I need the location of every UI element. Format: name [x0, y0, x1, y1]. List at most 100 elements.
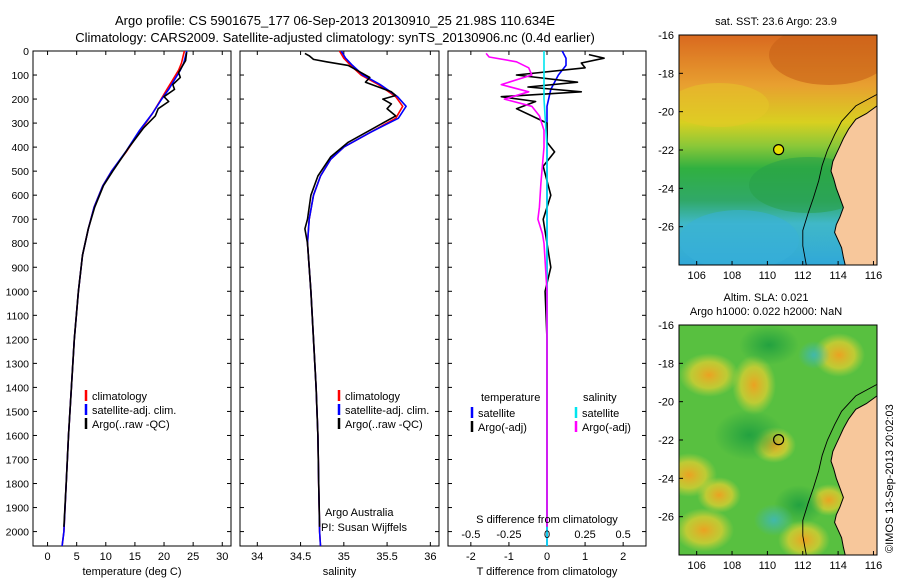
argo-position-marker: [773, 144, 785, 156]
top-x-tick-label: -0.5: [461, 529, 480, 541]
depth-tick-label: 100: [11, 70, 29, 82]
series-group: [304, 51, 407, 546]
x-tick-label: 10: [100, 551, 112, 563]
legend-label: satellite-adj. clim.: [345, 405, 429, 417]
top-axis-label: S difference from climatology: [476, 514, 618, 526]
map-y-tick-label: -20: [658, 107, 674, 119]
sla-anomaly-blob: [813, 333, 865, 377]
map-y-tick-label: -18: [658, 68, 674, 80]
x-axis-label: temperature (deg C): [82, 566, 181, 578]
map-y-tick-label: -22: [658, 435, 674, 447]
legend-label: satellite-adj. clim.: [92, 405, 176, 417]
panel-temperature: 0100200300400500600700800900100011001200…: [6, 46, 232, 578]
depth-tick-label: 1700: [6, 454, 30, 466]
legend-label: Argo(..raw -QC): [345, 419, 423, 431]
top-x-tick-label: 0: [544, 529, 550, 541]
top-x-tick-label: 0.5: [616, 529, 631, 541]
depth-tick-label: 1000: [6, 286, 30, 298]
depth-tick-label: 1600: [6, 430, 30, 442]
map-y-tick-label: -16: [658, 320, 674, 332]
depth-tick-label: 0: [23, 46, 29, 58]
panel-salinity: 34 34.5 35 35.5 36 salinity climatology satelli…: [239, 50, 440, 578]
map-x-tick-label: 116: [865, 560, 883, 572]
x-tick-label: 36: [424, 551, 436, 563]
x-tick-label: 5: [74, 551, 80, 563]
map-x-tick-label: 108: [723, 270, 741, 282]
map-y-tick-label: -18: [658, 358, 674, 370]
sla-anomaly-blob: [754, 504, 794, 536]
x-tick-label: 30: [216, 551, 228, 563]
depth-tick-label: 200: [11, 94, 29, 106]
depth-tick-label: 900: [11, 262, 29, 274]
map-content: [679, 35, 877, 265]
depth-tick-label: 2000: [6, 527, 30, 539]
sla-anomaly-blob: [714, 410, 784, 460]
x-tick-label: 35.5: [376, 551, 397, 563]
sla-anomaly-blob: [732, 355, 776, 415]
depth-tick-label: 500: [11, 166, 29, 178]
sst-map-title: sat. SST: 23.6 Argo: 23.9: [715, 16, 837, 28]
sst-cool-patch: [679, 210, 799, 265]
x-tick-label: 34: [251, 551, 263, 563]
legend-label: Argo(-adj): [582, 422, 631, 434]
map-x-tick-label: 116: [865, 270, 883, 282]
series-group: [485, 51, 605, 546]
sla-anomaly-blob: [697, 477, 741, 513]
x-tick-label: 1: [582, 551, 588, 563]
sla-anomaly-blob: [778, 520, 830, 555]
map-x-tick-label: 112: [794, 270, 812, 282]
map-y-tick-label: -26: [658, 512, 674, 524]
legend-label: climatology: [92, 391, 148, 403]
legend-label: Argo(..raw -QC): [92, 419, 170, 431]
x-tick-label: 35: [338, 551, 350, 563]
map-y-tick-label: -26: [658, 222, 674, 234]
x-tick-label: -2: [466, 551, 476, 563]
depth-tick-label: 1400: [6, 382, 30, 394]
x-tick-label: 15: [129, 551, 141, 563]
map-x-tick-label: 110: [759, 270, 777, 282]
imos-side-label: ©IMOS 13-Sep-2013 20:02:03: [884, 404, 896, 553]
x-tick-label: 2: [620, 551, 626, 563]
land-mass: [830, 395, 877, 555]
map-x-tick-label: 114: [829, 270, 847, 282]
map-x-tick-label: 106: [687, 560, 705, 572]
sla-map-title-line1: Altim. SLA: 0.021: [724, 292, 809, 304]
series-line-s-argo-adj-: [485, 52, 548, 527]
sst-map: 106 108 110 112 114 116 -16 -18 -20 -22 -24 -26 sat.…: [658, 16, 883, 282]
map-y-tick-label: -24: [658, 183, 674, 195]
isobath-contour: [802, 94, 877, 265]
figure-title-line1: Argo profile: CS 5901675_177 06-Sep-2013…: [115, 13, 555, 28]
x-tick-label: 20: [158, 551, 170, 563]
series-line-t-argo-adj-: [500, 53, 605, 527]
legend-label: satellite: [478, 408, 515, 420]
legend-label: climatology: [345, 391, 401, 403]
panel-frame-temperature: [32, 50, 232, 547]
x-tick-label: 34.5: [290, 551, 311, 563]
x-tick-label: 25: [187, 551, 199, 563]
isobath-contour: [802, 384, 877, 555]
map-x-tick-label: 108: [723, 560, 741, 572]
top-x-tick-label: 0.25: [574, 529, 595, 541]
panel-differences: -2 -1 0 1 2T difference from climatology S di…: [447, 50, 647, 578]
land-mass: [830, 105, 877, 265]
sst-warm-patch: [769, 35, 877, 85]
sla-anomaly-blob: [739, 325, 799, 365]
argo-position-marker: [773, 434, 785, 446]
depth-tick-label: 1300: [6, 358, 30, 370]
depth-tick-label: 800: [11, 238, 29, 250]
x-tick-label: 0: [44, 551, 50, 563]
map-y-tick-label: -20: [658, 397, 674, 409]
x-tick-label: 0: [544, 551, 550, 563]
map-x-tick-label: 110: [759, 560, 777, 572]
pi-label: PI: Susan Wijffels: [321, 522, 407, 534]
series-line-t-satellite: [546, 51, 567, 546]
depth-tick-label: 700: [11, 214, 29, 226]
map-y-tick-label: -16: [658, 30, 674, 42]
legend-heading-salinity: salinity: [583, 392, 617, 404]
map-y-tick-label: -24: [658, 473, 674, 485]
map-content: [679, 325, 877, 555]
sla-anomaly-blob: [679, 508, 734, 552]
depth-tick-label: 1800: [6, 479, 30, 491]
